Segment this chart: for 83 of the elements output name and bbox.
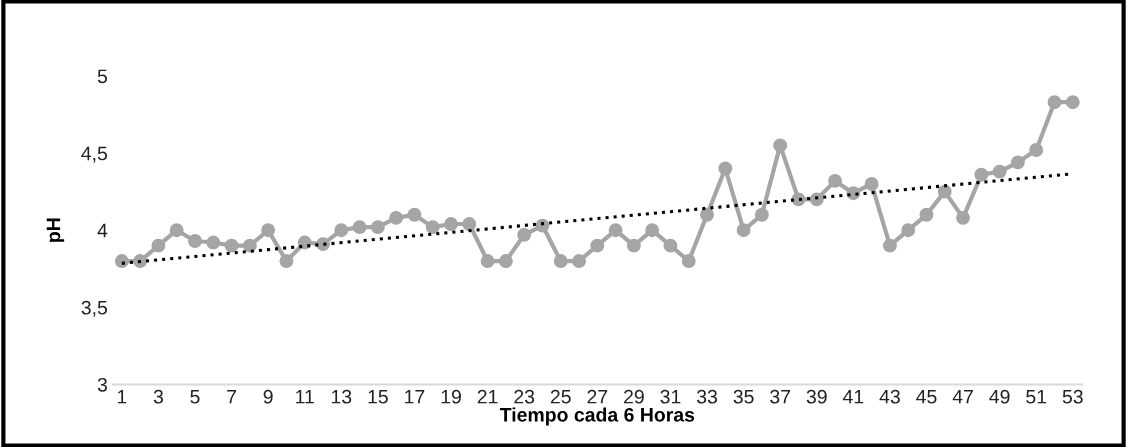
x-tick-label: 7 (227, 390, 236, 404)
x-tick-label: 17 (405, 390, 425, 404)
x-tick-label: 31 (660, 389, 681, 404)
point (389, 210, 404, 225)
y-tick-label: 4 (97, 223, 108, 238)
point (828, 173, 842, 188)
point (206, 235, 221, 250)
point (572, 254, 586, 268)
x-tick-label: 5 (190, 390, 200, 404)
x-tick-label: 27 (587, 389, 608, 404)
point (919, 207, 934, 222)
x-tick-label: 43 (879, 389, 900, 404)
point (901, 223, 916, 238)
point (608, 223, 623, 238)
point (553, 254, 568, 268)
point (956, 210, 970, 225)
x-tick-label: 19 (441, 389, 461, 404)
x-tick-label: 49 (989, 389, 1010, 404)
point (937, 184, 952, 199)
x-tick-label: 29 (624, 389, 644, 404)
point (1010, 155, 1025, 170)
y-tick-label: 5 (97, 69, 108, 84)
x-tick-label: 41 (842, 390, 864, 404)
x-tick-label: 9 (263, 389, 273, 404)
x-tick-label: 37 (770, 389, 791, 404)
x-tick-label: 1 (117, 390, 127, 404)
y-tick-label: 4,5 (81, 146, 108, 163)
x-tick-label: 21 (477, 389, 498, 404)
x-tick-label: 39 (806, 389, 827, 404)
point (718, 161, 733, 176)
point (444, 217, 458, 231)
x-tick-label: 13 (331, 389, 352, 404)
x-tick-label: 51 (1026, 390, 1047, 404)
point (352, 220, 367, 235)
x-tick-label: 15 (368, 390, 388, 404)
y-tick-label: 3,5 (81, 300, 108, 317)
x-tick-label: 25 (550, 389, 571, 404)
point (279, 254, 294, 268)
point (700, 207, 714, 222)
point (224, 238, 239, 253)
point (773, 138, 788, 153)
point (462, 217, 477, 231)
point (1065, 95, 1080, 110)
point (425, 220, 440, 235)
x-tick-label: 47 (952, 390, 973, 404)
point (114, 254, 129, 268)
x-tick-label: 33 (696, 389, 717, 404)
x-tick-label: 3 (153, 389, 163, 404)
x-tick-label: 23 (514, 389, 535, 404)
point (188, 234, 202, 248)
point (645, 223, 660, 238)
x-tick-label: 45 (916, 390, 937, 404)
x-axis-title: Tiempo cada 6 Horas (499, 407, 695, 426)
point (681, 254, 696, 268)
point (590, 238, 605, 253)
point (974, 167, 989, 182)
point (169, 223, 184, 238)
point (517, 227, 532, 242)
point (535, 218, 550, 233)
y-axis-title: pH (46, 218, 65, 242)
x-tick-label: 35 (733, 389, 754, 404)
point (754, 207, 769, 222)
point (736, 223, 751, 238)
point (809, 192, 824, 207)
point (626, 238, 641, 253)
point (864, 176, 879, 191)
point (663, 238, 678, 253)
point (133, 254, 148, 268)
x-tick-label: 53 (1062, 389, 1083, 404)
point (407, 207, 422, 222)
point (1029, 143, 1044, 157)
point (370, 220, 385, 235)
point (261, 223, 276, 238)
point (334, 223, 349, 238)
y-tick-label: 3 (97, 377, 107, 392)
point (480, 254, 495, 268)
point (992, 164, 1007, 179)
x-tick-label: 11 (296, 390, 314, 404)
point (498, 254, 513, 268)
point (242, 238, 257, 253)
point (1047, 95, 1062, 110)
point (151, 238, 166, 253)
point (882, 238, 897, 253)
